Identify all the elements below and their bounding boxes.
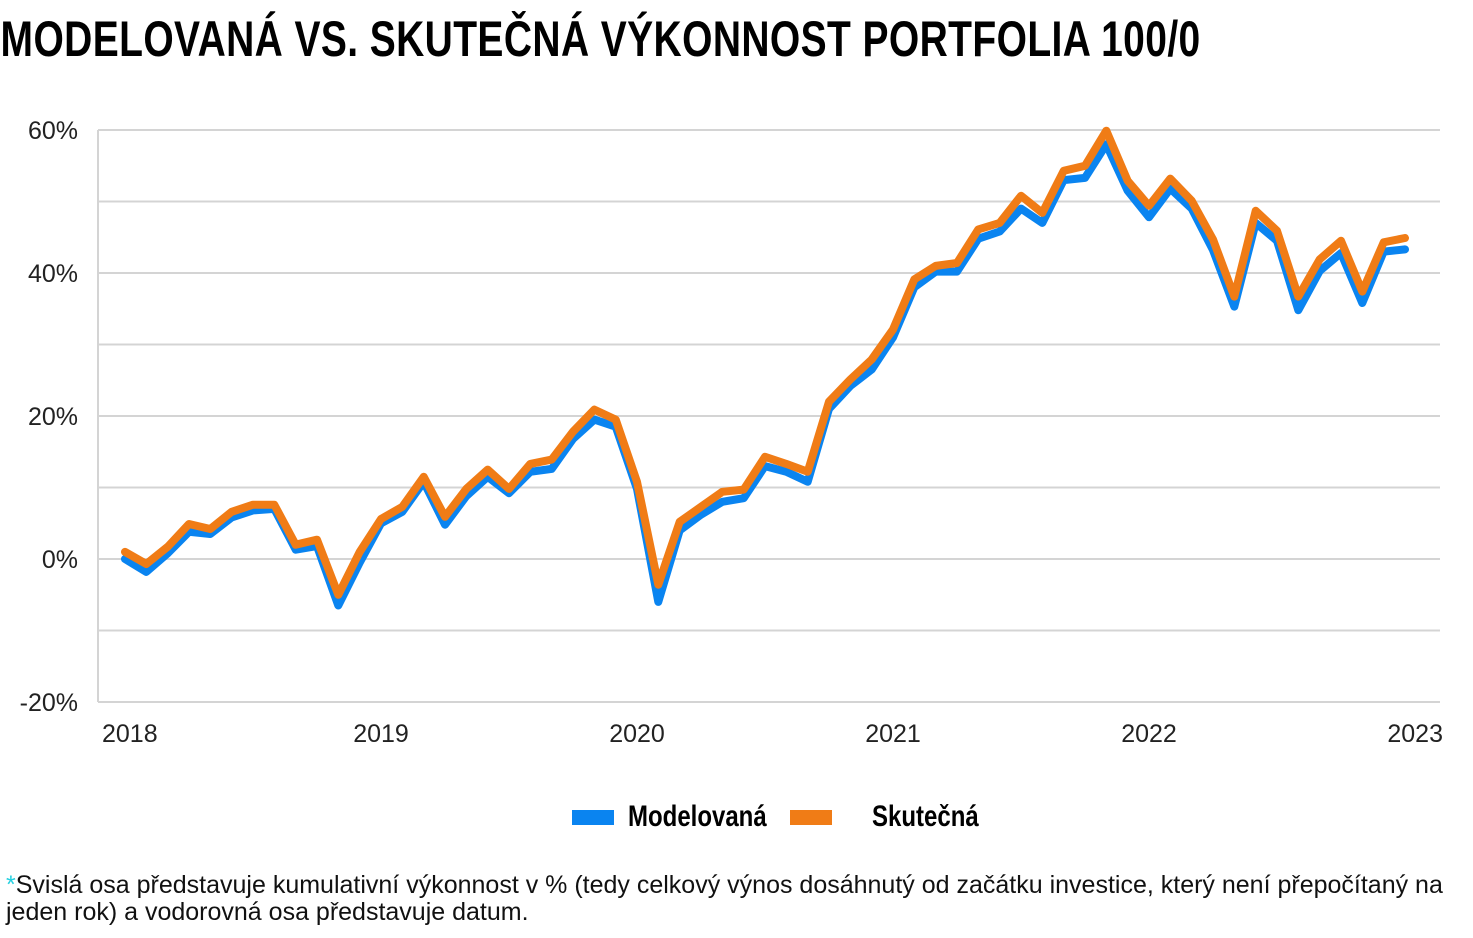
footnote-text: Svislá osa představuje kumulativní výkon…: [6, 871, 1443, 926]
x-tick-label: 2019: [353, 720, 409, 748]
x-tick-label: 2018: [102, 720, 158, 748]
x-tick-label: 2022: [1121, 720, 1177, 748]
y-tick-label: 0%: [42, 546, 78, 574]
legend: Modelovaná Skutečná: [572, 800, 1005, 834]
x-tick-label: 2020: [609, 720, 665, 748]
y-tick-label: -20%: [20, 689, 78, 717]
legend-swatch-modelovana: [572, 809, 614, 825]
legend-label-modelovana: Modelovaná: [628, 800, 767, 833]
x-tick-label: 2021: [865, 720, 921, 748]
y-tick-label: 40%: [28, 260, 78, 288]
series-line-skutecna: [121, 126, 1409, 599]
y-tick-label: 60%: [28, 117, 78, 145]
chart-title: MODELOVANÁ VS. SKUTEČNÁ VÝKONNOST PORTFO…: [0, 11, 1201, 67]
legend-swatch-skutecna: [790, 809, 832, 825]
legend-label-skutecna: Skutečná: [872, 800, 979, 833]
y-tick-label: 20%: [28, 403, 78, 431]
footnote: *Svislá osa představuje kumulativní výko…: [6, 872, 1466, 926]
footnote-asterisk: *: [6, 871, 16, 899]
line-chart: 60% 40% 20% 0% -20% 2018 2019 2020 2021 2022 2023: [20, 117, 1443, 748]
x-tick-label: 2023: [1387, 720, 1443, 748]
